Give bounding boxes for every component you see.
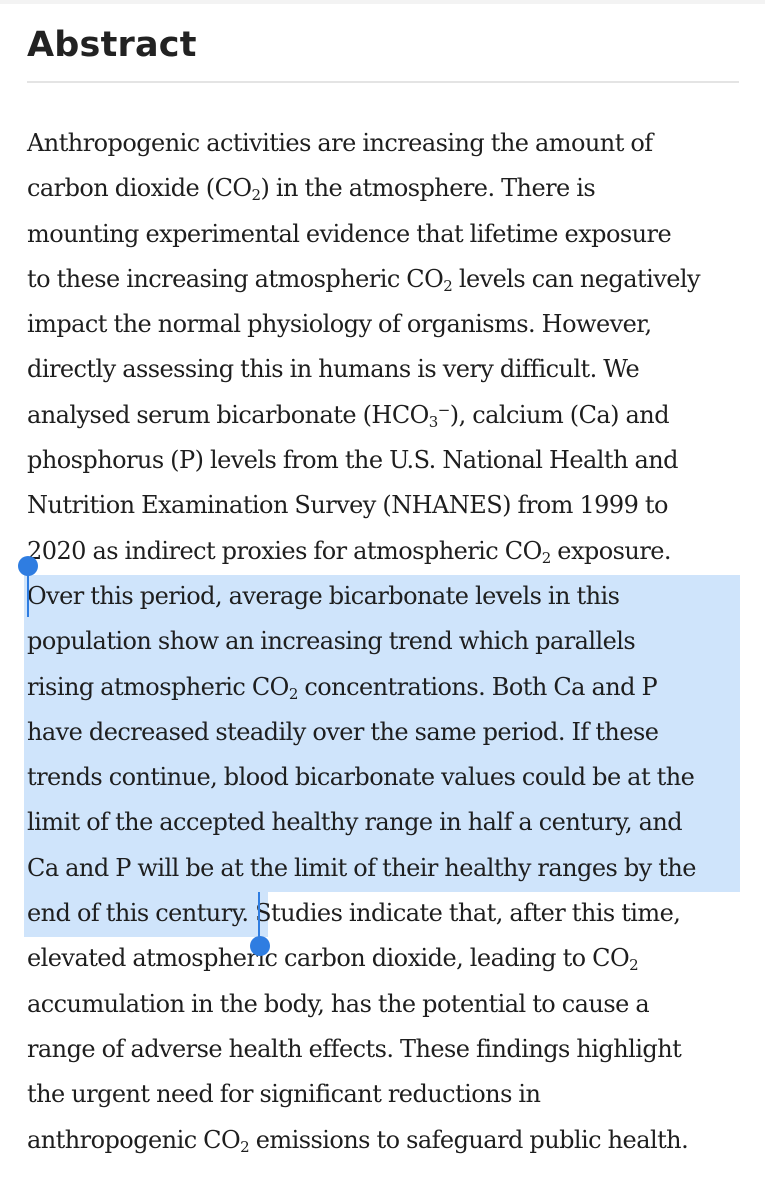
abstract-body[interactable]: Anthropogenic activities are increasing … xyxy=(27,121,743,1163)
heading-divider xyxy=(27,81,739,83)
selection-end-handle-icon[interactable] xyxy=(250,936,270,956)
selected-line: rising atmospheric CO2 concentrations. B… xyxy=(27,672,658,703)
selected-line: population show an increasing trend whic… xyxy=(27,627,636,656)
abstract-line: Nutrition Examination Survey (NHANES) fr… xyxy=(27,491,668,520)
top-edge-strip xyxy=(0,0,765,4)
section-heading: Abstract xyxy=(27,25,197,65)
abstract-line: Anthropogenic activities are increasing … xyxy=(27,129,653,157)
abstract-line: analysed serum bicarbonate (HCO3−), calc… xyxy=(27,400,670,431)
abstract-line: to these increasing atmospheric CO2 leve… xyxy=(27,264,701,295)
text-selection-highlight xyxy=(24,575,740,892)
abstract-line: end of this century. Studies indicate th… xyxy=(27,899,681,928)
abstract-line: mounting experimental evidence that life… xyxy=(27,219,672,248)
abstract-line: phosphorus (P) levels from the U.S. Nati… xyxy=(27,446,679,475)
abstract-line: 2020 as indirect proxies for atmospheric… xyxy=(27,536,672,567)
abstract-line: directly assessing this in humans is ver… xyxy=(27,355,640,384)
selected-line: Over this period, average bicarbonate le… xyxy=(27,581,620,610)
abstract-line: carbon dioxide (CO2) in the atmosphere. … xyxy=(27,174,596,205)
text-selection-highlight-tail xyxy=(24,892,268,937)
abstract-line: range of adverse health effects. These f… xyxy=(27,1034,682,1063)
selected-text-end: end of this century. xyxy=(27,899,249,928)
abstract-line: accumulation in the body, has the potent… xyxy=(27,989,650,1018)
selected-line: limit of the accepted healthy range in h… xyxy=(27,808,683,837)
selection-end-handle-stem[interactable] xyxy=(258,892,260,940)
selected-line: Ca and P will be at the limit of their h… xyxy=(27,853,696,882)
selection-start-handle-stem[interactable] xyxy=(27,568,29,617)
abstract-line: impact the normal physiology of organism… xyxy=(27,310,652,339)
selection-start-handle-icon[interactable] xyxy=(18,556,38,576)
abstract-line: elevated atmospheric carbon dioxide, lea… xyxy=(27,944,639,975)
abstract-line: the urgent need for significant reductio… xyxy=(27,1080,541,1109)
selected-line: trends continue, blood bicarbonate value… xyxy=(27,763,695,792)
abstract-line: anthropogenic CO2 emissions to safeguard… xyxy=(27,1125,689,1156)
selected-line: have decreased steadily over the same pe… xyxy=(27,717,659,746)
